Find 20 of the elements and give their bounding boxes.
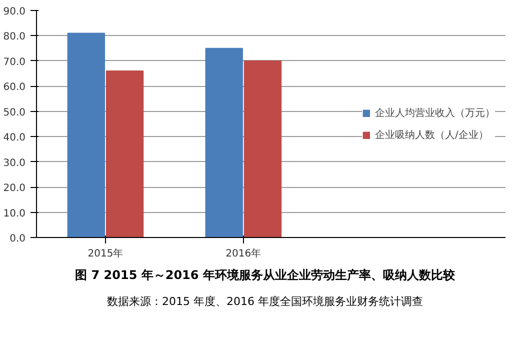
y-tick-label: 90.0 — [3, 6, 26, 18]
y-tick-label: 80.0 — [3, 32, 26, 43]
x-tick-label: 2016年 — [226, 248, 262, 260]
legend-label: 企业吸纳人数（人/企业） — [375, 128, 488, 142]
bar — [244, 60, 282, 238]
bar — [67, 32, 106, 238]
y-tick-label: 60.0 — [3, 82, 26, 94]
y-tick-label: 10.0 — [3, 208, 26, 220]
source-note: 数据来源：2015 年度、2016 年度全国环境服务业财务统计调查 — [107, 294, 423, 310]
bar — [205, 48, 243, 238]
x-tick-label: 2015年 — [88, 248, 124, 260]
y-tick-label: 40.0 — [3, 132, 26, 144]
y-tick-label: 50.0 — [3, 107, 26, 118]
legend-label: 企业人均营业收入（万元） — [375, 106, 495, 120]
y-tick-label: 70.0 — [3, 56, 26, 68]
bar — [106, 70, 144, 238]
y-tick-label: 20.0 — [3, 183, 26, 194]
y-tick-label: 30.0 — [3, 158, 26, 169]
text: 图 7 2015 年～2016 年环境服务从业企业劳动生产率、吸纳人数比较 — [75, 267, 455, 284]
y-tick-label: 0.0 — [10, 234, 26, 244]
